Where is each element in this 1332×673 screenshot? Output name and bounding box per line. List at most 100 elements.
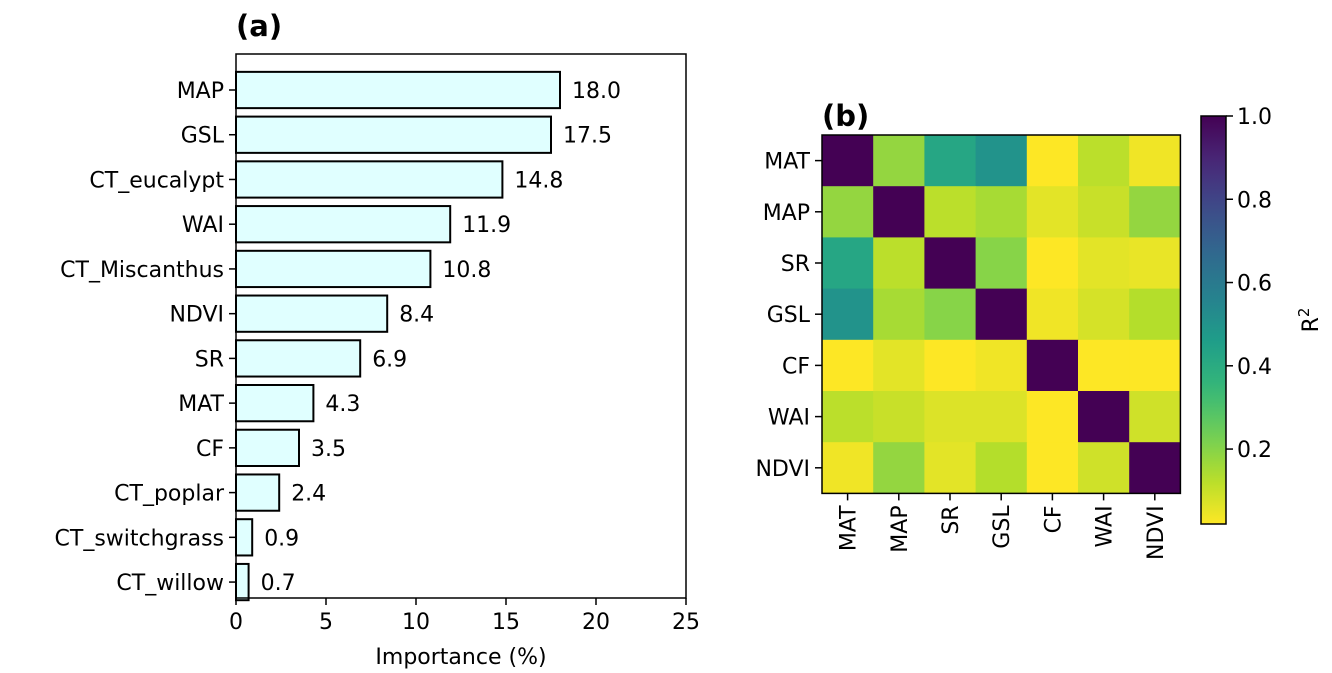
heatmap-cell — [924, 135, 977, 187]
heatmap-cell — [873, 442, 925, 494]
heatmap-cell — [924, 237, 977, 290]
bar-value-label: 11.9 — [462, 213, 511, 238]
column-label: MAP — [888, 505, 913, 552]
x-tick-label: 5 — [319, 610, 333, 635]
heatmap-cell — [1026, 442, 1079, 494]
column-label: NDVI — [1144, 505, 1169, 560]
y-tick-label: GSL — [181, 124, 225, 149]
row-label: CF — [782, 354, 810, 379]
colorbar — [1200, 115, 1227, 525]
heatmap-cell — [1129, 339, 1181, 392]
bar-gsl — [235, 115, 552, 154]
column-label: CF — [1041, 505, 1066, 533]
x-axis-label: Importance (%) — [375, 645, 546, 670]
heatmap-cell — [1078, 288, 1130, 341]
panel-label-b: (b) — [822, 99, 869, 133]
y-tick-label: CT_eucalypt — [89, 168, 224, 193]
bar-value-label: 14.8 — [514, 168, 563, 193]
colorbar-tick-label: 1.0 — [1237, 105, 1272, 130]
heatmap-cell — [873, 339, 925, 392]
bar-cf — [235, 428, 300, 468]
bar-value-label: 0.7 — [261, 571, 296, 596]
bar-value-label: 2.4 — [291, 482, 326, 507]
y-tick-label: NDVI — [169, 303, 224, 328]
row-label: MAP — [763, 201, 810, 226]
colorbar-tick-label: 0.2 — [1237, 438, 1272, 463]
y-tick-label: CT_switchgrass — [55, 526, 224, 551]
heatmap-cell — [1026, 391, 1079, 443]
heatmap-cell — [1078, 135, 1130, 187]
column-label: WAI — [1093, 505, 1118, 547]
y-tick-label: CF — [196, 437, 224, 462]
row-label: WAI — [768, 406, 810, 431]
heatmap-cell — [822, 391, 874, 443]
heatmap-cell — [822, 339, 874, 392]
heatmap-cell — [924, 339, 977, 392]
heatmap-cell — [975, 135, 1028, 187]
bar-ct-miscanthus — [235, 249, 432, 289]
bar-ct-eucalypt — [235, 160, 504, 199]
x-tick-label: 15 — [492, 610, 520, 635]
bar-mat — [235, 384, 315, 423]
heatmap-cell — [924, 442, 977, 494]
heatmap-cell — [1026, 339, 1079, 392]
heatmap-cell — [822, 186, 874, 238]
bar-value-label: 0.9 — [264, 526, 299, 551]
heatmap-cell — [975, 442, 1028, 494]
heatmap-cell — [975, 288, 1028, 341]
column-label: SR — [939, 505, 964, 534]
colorbar-label-base: R — [1299, 317, 1324, 332]
heatmap-cell — [1078, 339, 1130, 392]
panel-label-a: (a) — [236, 9, 282, 43]
heatmap-cell — [1129, 442, 1181, 494]
column-label: MAT — [837, 505, 862, 551]
bar-ct-switchgrass — [235, 518, 254, 557]
bar-value-label: 8.4 — [399, 303, 434, 328]
heatmap-cell — [873, 186, 925, 238]
bar-ndvi — [235, 294, 389, 333]
x-tick-label: 10 — [402, 610, 430, 635]
heatmap-cell — [924, 391, 977, 443]
bar-chart-panel: (a) MAP 18.0 GSL 17.5 CT_eucalypt 14.8 WAI 11.9 C… — [55, 9, 700, 670]
x-tick-label: 0 — [229, 610, 243, 635]
colorbar-label-sup: 2 — [1295, 308, 1313, 318]
bar-ct-poplar — [235, 473, 281, 512]
heatmap-cell — [1129, 288, 1181, 341]
heatmap-cell — [873, 237, 925, 290]
heatmap-cell — [1078, 186, 1130, 238]
bar-value-label: 10.8 — [442, 258, 491, 283]
y-tick-label: MAP — [177, 79, 224, 104]
colorbar-label: R2 — [1295, 308, 1324, 333]
colorbar-tick-label: 0.6 — [1237, 272, 1272, 297]
plot-frame-a — [235, 53, 687, 599]
heatmap-cell — [1129, 391, 1181, 443]
colorbar-tick-label: 0.4 — [1237, 355, 1272, 380]
heatmap-cell — [822, 288, 874, 341]
row-label: SR — [781, 252, 810, 277]
colorbar-tick-label: 0.8 — [1237, 188, 1272, 213]
heatmap-cell — [975, 339, 1028, 392]
heatmap-panel: (b) MAT MAP SR GSL CF WAI NDVI MAT MAP SR GSL CF WAI N… — [755, 99, 1324, 560]
bar-value-label: 17.5 — [563, 124, 612, 149]
column-label: GSL — [990, 505, 1015, 549]
heatmap-cell — [924, 288, 977, 341]
row-label: GSL — [767, 303, 811, 328]
bar-wai — [235, 205, 452, 244]
y-tick-label: CT_willow — [116, 571, 224, 596]
heatmap-cell — [873, 391, 925, 443]
heatmap-cell — [1078, 391, 1130, 443]
row-label: NDVI — [755, 457, 810, 482]
x-tick-label: 20 — [582, 610, 610, 635]
heatmap-cell — [1129, 135, 1181, 187]
heatmap-cell — [975, 237, 1028, 290]
heatmap-cell — [822, 135, 874, 187]
heatmap-cell — [1129, 186, 1181, 238]
bar-value-label: 6.9 — [372, 347, 407, 372]
heatmap-cell — [1078, 442, 1130, 494]
y-tick-label: CT_Miscanthus — [60, 258, 224, 283]
x-tick-label: 25 — [672, 610, 700, 635]
heatmap-cell — [1026, 237, 1079, 290]
heatmap-cell — [873, 135, 925, 187]
heatmap-cell — [975, 186, 1028, 238]
